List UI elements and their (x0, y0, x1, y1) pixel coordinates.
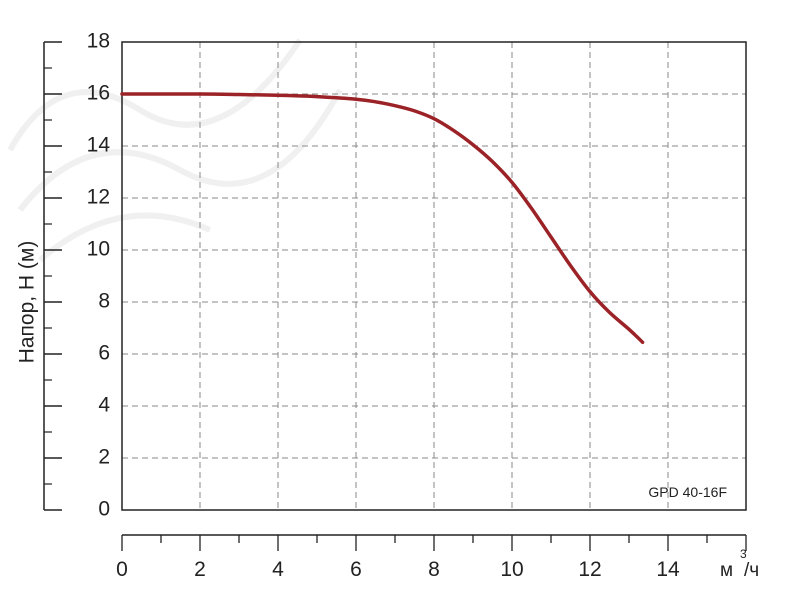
y-axis (43, 41, 62, 511)
x-tick-label: 4 (272, 558, 284, 581)
x-tick-label: 0 (116, 558, 128, 581)
x-tick-label: 12 (578, 558, 601, 581)
y-tick-label: 8 (98, 290, 110, 313)
y-tick-label: 6 (98, 342, 110, 365)
chart-grid (122, 42, 746, 510)
y-tick-label: 10 (87, 238, 110, 261)
y-tick-label: 18 (87, 30, 110, 53)
y-tick-label: 16 (87, 82, 110, 105)
x-tick-label: 8 (428, 558, 440, 581)
x-tick-label: 2 (194, 558, 206, 581)
series-line (120, 92, 645, 345)
y-tick-label: 0 (98, 498, 110, 521)
watermark-logo (7, 38, 343, 263)
x-tick-label: 6 (350, 558, 362, 581)
y-tick-label: 12 (87, 186, 110, 209)
x-tick-label: 10 (500, 558, 523, 581)
x-tick-labels: 0 2 4 6 8 10 12 14 (116, 558, 680, 581)
x-axis (121, 534, 747, 551)
y-tick-label: 4 (98, 394, 110, 417)
x-unit-label: м (720, 560, 733, 581)
series-layer (120, 92, 645, 345)
plot-area-frame (121, 41, 747, 511)
y-tick-label: 14 (87, 134, 111, 157)
y-tick-label: 2 (98, 446, 110, 469)
y-axis-label: Напор, Н (м) (16, 241, 39, 364)
x-unit-tail: /ч (744, 560, 759, 581)
x-tick-label: 14 (656, 558, 680, 581)
x-unit-superscript: 3 (740, 547, 747, 561)
y-tick-labels: 0 2 4 6 8 10 12 14 16 18 (87, 30, 111, 521)
model-label: GPD 40-16F (648, 484, 727, 500)
